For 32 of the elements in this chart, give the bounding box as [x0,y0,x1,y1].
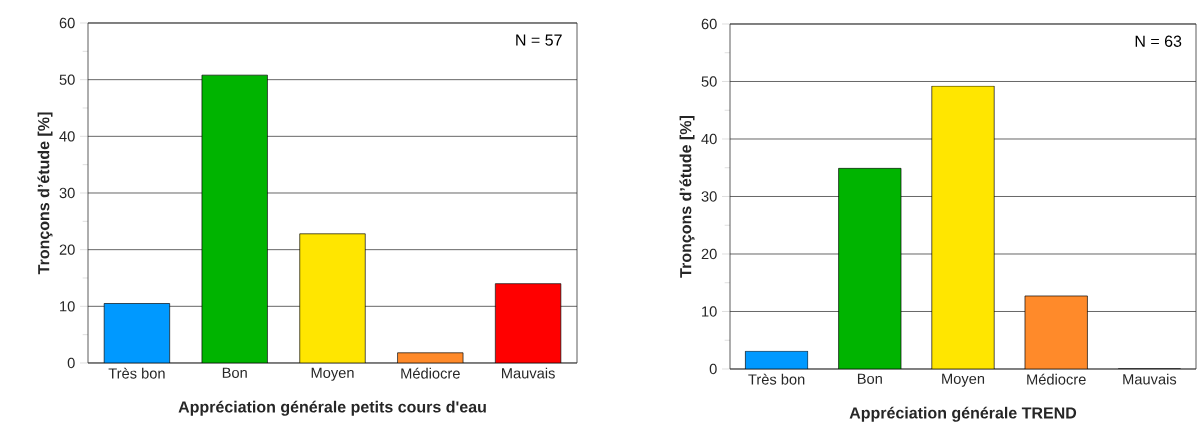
y-tick-label: 10 [60,301,75,312]
x-tick-label: Bon [857,373,882,384]
y-tick-label: 20 [701,248,717,260]
x-tick-label: Mauvais [1123,373,1177,385]
x-axis-title: Appréciation générale petits cours d'eau [178,400,486,416]
x-tick-label: Très bon [748,373,805,385]
y-tick-label: 10 [702,306,717,317]
x-tick-label: Médiocre [1027,373,1086,385]
x-tick-label: Mauvais [502,367,555,379]
bar [838,167,902,369]
y-axis-title: Tronçons d’étude [%] [37,112,53,275]
x-axis-title: Appréciation générale TREND [849,406,1077,422]
y-tick-label: 50 [701,76,717,87]
x-tick-label: Médiocre [401,367,460,379]
x-tick-label: Très bon [108,367,165,379]
y-axis-title: Tronçons d’étude [%] [679,116,695,278]
annotation: N = 63 [1135,35,1182,47]
y-tick-label: 60 [59,17,75,29]
y-tick-label: 40 [701,133,717,145]
y-tick-label: 30 [701,191,717,202]
y-tick-label: 40 [59,131,75,142]
y-tick-label: 20 [59,244,75,255]
x-tick-label: Moyen [942,373,985,387]
x-tick-label: Bon [222,367,247,378]
y-tick-label: 60 [701,18,717,30]
y-tick-label: 30 [59,187,75,199]
x-tick-label: Moyen [311,367,354,381]
y-tick-label: 50 [59,74,75,85]
annotation: N = 57 [516,34,562,46]
y-tick-label: 0 [67,357,75,369]
y-tick-label: 0 [709,363,717,375]
bar [745,350,809,369]
